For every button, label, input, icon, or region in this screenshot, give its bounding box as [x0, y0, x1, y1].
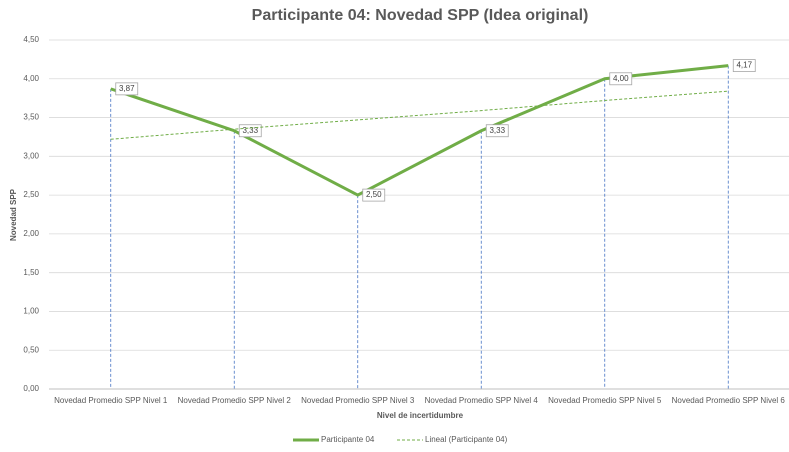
data-label: 4,00: [613, 74, 629, 83]
trend-line: [110, 90, 729, 140]
data-label: 3,87: [119, 84, 135, 93]
y-tick-label: 3,00: [23, 151, 39, 160]
y-tick-label: 0,00: [23, 384, 39, 393]
data-label: 3,33: [242, 126, 258, 135]
x-tick-label: Novedad Promedio SPP Nivel 4: [425, 396, 539, 405]
data-label-box: [362, 188, 386, 202]
x-tick-label: Novedad Promedio SPP Nivel 6: [672, 396, 786, 405]
y-axis-title: Novedad SPP: [9, 188, 18, 241]
y-tick-label: 0,50: [23, 345, 39, 354]
y-tick-label: 1,00: [23, 307, 39, 316]
x-axis-title: Nivel de incertidumbre: [377, 411, 464, 420]
y-tick-label: 4,00: [23, 74, 39, 83]
y-tick-label: 3,50: [23, 113, 39, 122]
data-label-box: [609, 72, 633, 86]
x-tick-label: Novedad Promedio SPP Nivel 1: [54, 396, 168, 405]
data-label: 2,50: [366, 190, 382, 199]
data-label-box: [485, 124, 509, 138]
series-line: [110, 64, 729, 197]
y-tick-label: 1,50: [23, 268, 39, 277]
legend-label: Participante 04: [321, 435, 375, 444]
y-tick-label: 2,50: [23, 190, 39, 199]
chart-title: Participante 04: Novedad SPP (Idea origi…: [252, 7, 589, 24]
data-label: 3,33: [489, 126, 505, 135]
y-tick-label: 2,00: [23, 229, 39, 238]
x-tick-label: Novedad Promedio SPP Nivel 5: [548, 396, 662, 405]
x-tick-label: Novedad Promedio SPP Nivel 3: [301, 396, 415, 405]
data-label-box: [115, 82, 139, 96]
y-tick-label: 4,50: [23, 35, 39, 44]
x-tick-label: Novedad Promedio SPP Nivel 2: [178, 396, 292, 405]
data-label: 4,17: [736, 61, 752, 70]
data-label-box: [732, 59, 756, 72]
legend-label: Lineal (Participante 04): [425, 435, 508, 444]
